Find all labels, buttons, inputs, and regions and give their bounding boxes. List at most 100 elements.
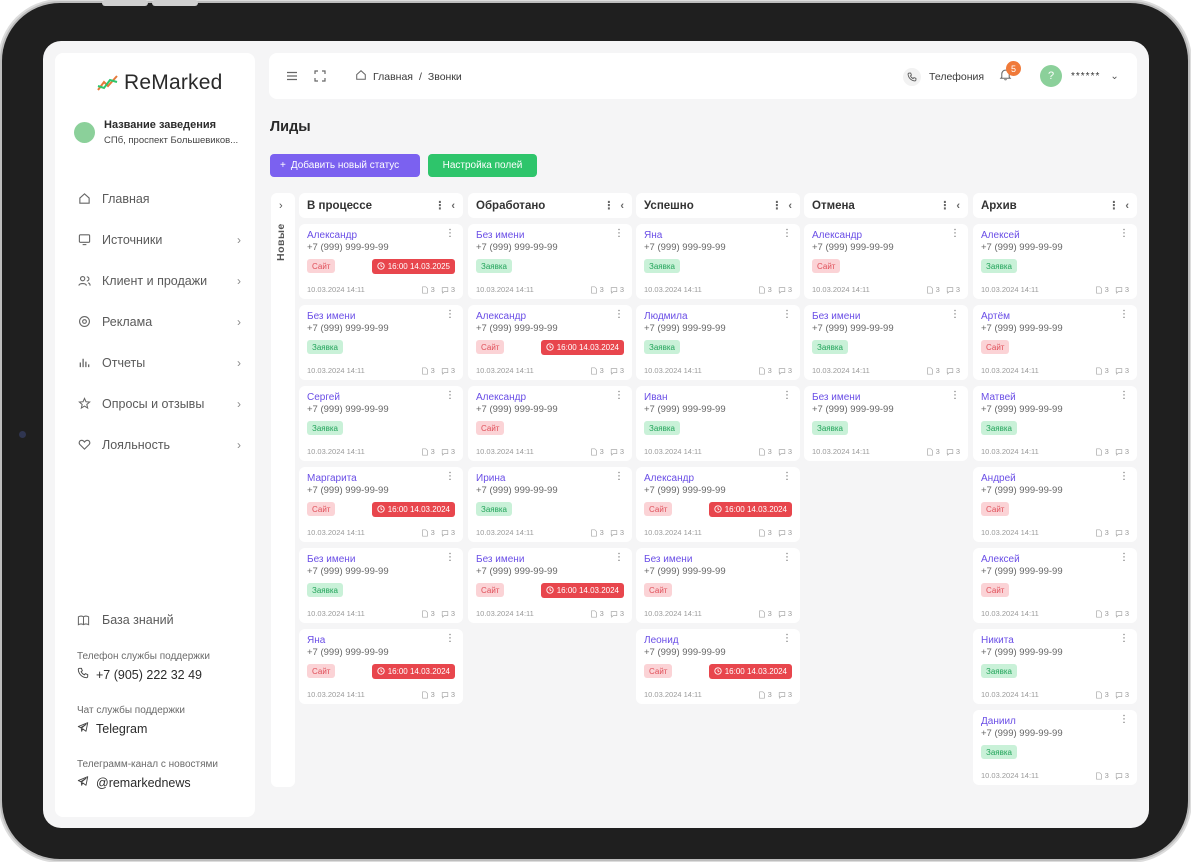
lead-name[interactable]: Без имени	[812, 392, 861, 403]
more-vertical-icon[interactable]: ⋮	[950, 390, 960, 401]
lead-name[interactable]: Даниил	[981, 716, 1016, 727]
more-vertical-icon[interactable]: ⋮	[1119, 552, 1129, 563]
more-vertical-icon[interactable]: ⋮	[1119, 633, 1129, 644]
lead-card[interactable]: ⋮ Александр +7 (999) 999-99-99 Сайт 10.03.20…	[804, 224, 968, 299]
lead-card[interactable]: ⋮ Без имени +7 (999) 999-99-99 Заявка 10.03.…	[804, 305, 968, 380]
fields-settings-button[interactable]: Настройка полей	[428, 154, 537, 177]
lead-name[interactable]: Без имени	[476, 554, 525, 565]
more-vertical-icon[interactable]: ⋮	[1119, 714, 1129, 725]
more-vertical-icon[interactable]: ⋮	[950, 309, 960, 320]
lead-name[interactable]: Леонид	[644, 635, 679, 646]
lead-name[interactable]: Без имени	[307, 311, 356, 322]
more-vertical-icon[interactable]: ⋮	[614, 471, 624, 482]
more-vertical-icon[interactable]: ⋮	[445, 633, 455, 644]
sidebar-item-ads[interactable]: Реклама ›	[77, 301, 245, 342]
lead-name[interactable]: Без имени	[307, 554, 356, 565]
telephony-button[interactable]: Телефония	[903, 68, 984, 86]
lead-name[interactable]: Александр	[476, 392, 527, 403]
more-vertical-icon[interactable]: ⋮	[445, 471, 455, 482]
lead-card[interactable]: ⋮ Иван +7 (999) 999-99-99 Заявка 10.03.2024 …	[636, 386, 800, 461]
lead-card[interactable]: ⋮ Артём +7 (999) 999-99-99 Сайт 10.03.2024 1…	[973, 305, 1137, 380]
more-vertical-icon[interactable]: ⋮	[1119, 390, 1129, 401]
lead-card[interactable]: ⋮ Без имени +7 (999) 999-99-99 Заявка 10.03.…	[299, 548, 463, 623]
lead-name[interactable]: Яна	[307, 635, 326, 646]
sidebar-item-loyalty[interactable]: Лояльность ›	[77, 424, 245, 465]
lead-card[interactable]: ⋮ Без имени +7 (999) 999-99-99 Заявка 10.03.…	[468, 224, 632, 299]
lead-name[interactable]: Алексей	[981, 554, 1020, 565]
more-vertical-icon[interactable]: ⋮	[782, 633, 792, 644]
lead-card[interactable]: ⋮ Александр +7 (999) 999-99-99 Сайт 10.03.20…	[468, 386, 632, 461]
more-vertical-icon[interactable]: ⋮	[1108, 200, 1120, 212]
more-vertical-icon[interactable]: ⋮	[603, 200, 615, 212]
more-vertical-icon[interactable]: ⋮	[614, 552, 624, 563]
lead-card[interactable]: ⋮ Леонид +7 (999) 999-99-99 Сайт 16:00 14.03…	[636, 629, 800, 704]
lead-card[interactable]: ⋮ Никита +7 (999) 999-99-99 Заявка 10.03.202…	[973, 629, 1137, 704]
more-vertical-icon[interactable]: ⋮	[782, 309, 792, 320]
more-vertical-icon[interactable]: ⋮	[1119, 309, 1129, 320]
fullscreen-icon[interactable]	[314, 69, 326, 87]
breadcrumb-home[interactable]: Главная	[373, 70, 413, 83]
add-status-button[interactable]: + Добавить новый статус	[270, 154, 420, 177]
chevron-left-icon[interactable]: ‹	[788, 199, 792, 212]
chevron-left-icon[interactable]: ‹	[1125, 199, 1129, 212]
support-phone-link[interactable]: +7 (905) 222 32 49	[77, 667, 252, 682]
sidebar-item-sources[interactable]: Источники ›	[77, 219, 245, 260]
collapsed-column-new[interactable]: › Новые	[271, 193, 295, 787]
lead-card[interactable]: ⋮ Яна +7 (999) 999-99-99 Сайт 16:00 14.03.20…	[299, 629, 463, 704]
lead-name[interactable]: Иван	[644, 392, 668, 403]
logo[interactable]: ReMarked	[97, 71, 222, 95]
lead-name[interactable]: Яна	[644, 230, 663, 241]
lead-card[interactable]: ⋮ Без имени +7 (999) 999-99-99 Заявка 10.03.…	[804, 386, 968, 461]
more-vertical-icon[interactable]: ⋮	[782, 390, 792, 401]
support-chat-link[interactable]: Telegram	[77, 721, 252, 736]
more-vertical-icon[interactable]: ⋮	[614, 228, 624, 239]
lead-name[interactable]: Без имени	[812, 311, 861, 322]
lead-name[interactable]: Александр	[476, 311, 527, 322]
lead-card[interactable]: ⋮ Александр +7 (999) 999-99-99 Сайт 16:00 14…	[468, 305, 632, 380]
lead-card[interactable]: ⋮ Александр +7 (999) 999-99-99 Сайт 16:00 14…	[636, 467, 800, 542]
more-vertical-icon[interactable]: ⋮	[1119, 471, 1129, 482]
lead-name[interactable]: Артём	[981, 311, 1011, 322]
lead-name[interactable]: Александр	[307, 230, 358, 241]
lead-card[interactable]: ⋮ Без имени +7 (999) 999-99-99 Сайт 10.03.20…	[636, 548, 800, 623]
sidebar-item-clients-sales[interactable]: Клиент и продажи ›	[77, 260, 245, 301]
lead-name[interactable]: Маргарита	[307, 473, 357, 484]
lead-card[interactable]: ⋮ Людмила +7 (999) 999-99-99 Заявка 10.03.20…	[636, 305, 800, 380]
more-vertical-icon[interactable]: ⋮	[950, 228, 960, 239]
sidebar-item-surveys-reviews[interactable]: Опросы и отзывы ›	[77, 383, 245, 424]
lead-card[interactable]: ⋮ Ирина +7 (999) 999-99-99 Заявка 10.03.2024…	[468, 467, 632, 542]
lead-name[interactable]: Без имени	[644, 554, 693, 565]
chevron-left-icon[interactable]: ‹	[956, 199, 960, 212]
chevron-left-icon[interactable]: ‹	[620, 199, 624, 212]
more-vertical-icon[interactable]: ⋮	[782, 228, 792, 239]
lead-card[interactable]: ⋮ Даниил +7 (999) 999-99-99 Заявка 10.03.202…	[973, 710, 1137, 785]
knowledge-base-link[interactable]: База знаний	[77, 613, 174, 627]
lead-name[interactable]: Алексей	[981, 230, 1020, 241]
more-vertical-icon[interactable]: ⋮	[445, 309, 455, 320]
lead-name[interactable]: Ирина	[476, 473, 506, 484]
home-icon[interactable]	[355, 69, 367, 84]
lead-card[interactable]: ⋮ Алексей +7 (999) 999-99-99 Сайт 10.03.2024…	[973, 548, 1137, 623]
lead-name[interactable]: Андрей	[981, 473, 1016, 484]
news-channel-link[interactable]: @remarkednews	[77, 775, 252, 790]
lead-name[interactable]: Никита	[981, 635, 1014, 646]
more-vertical-icon[interactable]: ⋮	[445, 390, 455, 401]
lead-name[interactable]: Людмила	[644, 311, 688, 322]
lead-card[interactable]: ⋮ Без имени +7 (999) 999-99-99 Сайт 16:00 14…	[468, 548, 632, 623]
more-vertical-icon[interactable]: ⋮	[445, 228, 455, 239]
lead-card[interactable]: ⋮ Сергей +7 (999) 999-99-99 Заявка 10.03.202…	[299, 386, 463, 461]
lead-name[interactable]: Сергей	[307, 392, 340, 403]
more-vertical-icon[interactable]: ⋮	[434, 200, 446, 212]
lead-card[interactable]: ⋮ Андрей +7 (999) 999-99-99 Сайт 10.03.2024 …	[973, 467, 1137, 542]
sidebar-item-reports[interactable]: Отчеты ›	[77, 342, 245, 383]
lead-card[interactable]: ⋮ Александр +7 (999) 999-99-99 Сайт 16:00 14…	[299, 224, 463, 299]
more-vertical-icon[interactable]: ⋮	[771, 200, 783, 212]
more-vertical-icon[interactable]: ⋮	[614, 309, 624, 320]
more-vertical-icon[interactable]: ⋮	[1119, 228, 1129, 239]
lead-name[interactable]: Александр	[812, 230, 863, 241]
lead-card[interactable]: ⋮ Без имени +7 (999) 999-99-99 Заявка 10.03.…	[299, 305, 463, 380]
lead-name[interactable]: Александр	[644, 473, 695, 484]
lead-name[interactable]: Без имени	[476, 230, 525, 241]
more-vertical-icon[interactable]: ⋮	[614, 390, 624, 401]
sidebar-item-home[interactable]: Главная	[77, 178, 245, 219]
